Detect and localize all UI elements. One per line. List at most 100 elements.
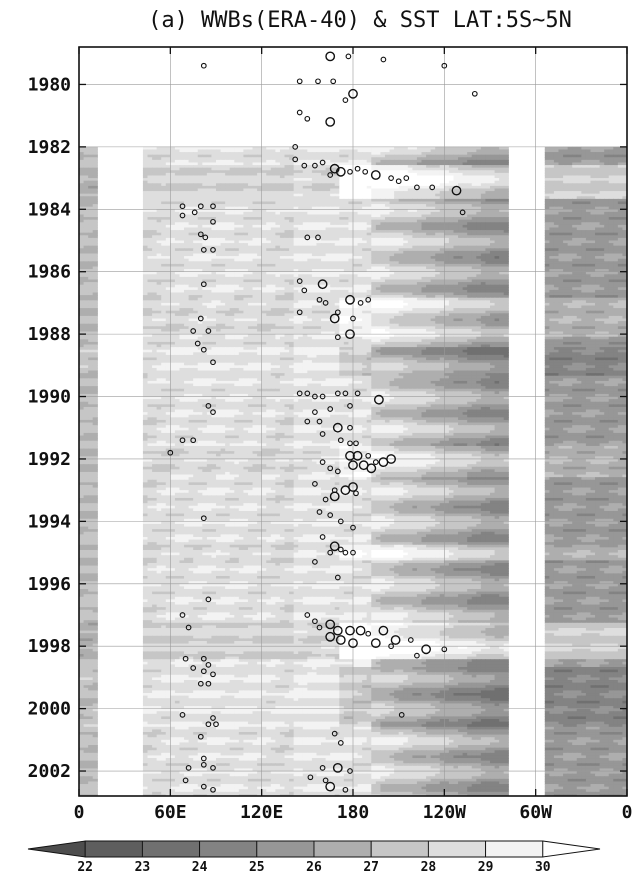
sst-cell [270,204,276,208]
sst-cell [389,198,395,203]
sst-cell [92,149,98,153]
sst-cell [467,154,473,158]
sst-cell [362,204,368,208]
sst-cell [152,159,158,164]
sst-cell [279,217,286,221]
sst-cell [193,196,199,200]
sst-cell [485,165,491,169]
sst-cell [165,211,171,216]
sst-cell [503,193,509,197]
sst-cell [585,180,592,184]
sst-cell [398,167,404,171]
sst-cell [389,191,395,195]
sst-cell [476,157,482,161]
sst-cell [403,198,409,203]
sst-cell [576,162,582,166]
sst-cell [298,219,304,223]
sst-cell [330,185,336,190]
sst-cell [471,170,477,174]
sst-cell [412,165,418,169]
sst-cell [174,167,181,171]
sst-cell [252,235,258,239]
sst-cell [353,175,359,179]
sst-cell [289,198,295,203]
sst-cell [92,232,98,236]
sst-cell [462,209,468,213]
sst-cell [617,196,624,200]
sst-cell [403,180,409,184]
sst-cell [371,230,377,234]
sst-cell [421,193,427,197]
sst-cell [581,175,587,179]
sst-cell [270,183,276,187]
sst-cell [257,157,263,161]
sst-cell [563,230,569,234]
sst-cell [585,211,592,216]
sst-cell [485,193,491,197]
sst-cell [147,235,153,239]
sst-cell [220,159,226,164]
sst-cell [184,152,190,156]
sst-cell [307,162,313,166]
sst-cell [88,175,94,179]
sst-cell [257,214,263,218]
sst-cell [617,219,624,223]
sst-cell [416,222,423,226]
sst-cell [275,183,281,187]
sst-cell [289,204,295,208]
sst-cell [430,188,436,192]
sst-cell [362,232,368,236]
sst-cell [485,180,491,184]
sst-cell [380,209,386,213]
sst-cell [490,232,496,236]
sst-cell [407,152,413,156]
sst-cell [394,217,400,221]
sst-cell [595,180,601,184]
sst-cell [311,206,318,210]
sst-cell [92,201,98,205]
sst-cell [216,214,222,218]
sst-cell [321,196,327,200]
sst-cell [503,159,509,164]
sst-cell [225,230,231,234]
sst-cell [316,165,322,169]
sst-cell [595,201,601,205]
sst-cell [156,159,162,164]
sst-cell [471,185,477,190]
sst-cell [216,235,222,239]
sst-cell [229,214,235,218]
sst-cell [416,165,423,169]
sst-cell [229,227,235,231]
sst-cell [622,209,627,213]
sst-cell [439,198,445,203]
sst-cell [599,157,605,161]
sst-cell [412,224,418,229]
sst-cell [380,204,386,208]
sst-cell [202,209,208,213]
sst-cell [193,198,199,203]
sst-cell [471,198,477,203]
sst-cell [384,219,391,223]
sst-cell [480,154,487,158]
sst-cell [412,167,418,171]
sst-cell [380,154,386,158]
sst-cell [430,146,436,151]
sst-cell [261,193,267,197]
sst-cell [553,165,560,169]
sst-cell [229,170,235,174]
sst-cell [576,165,582,169]
sst-cell [366,224,372,229]
sst-cell [403,154,409,158]
sst-cell [88,154,94,158]
sst-cell [544,224,550,229]
sst-cell [170,219,176,223]
sst-cell [366,146,372,151]
sst-cell [353,154,359,158]
sst-cell [211,146,217,151]
sst-cell [599,149,605,153]
sst-cell [211,154,217,158]
sst-cell [188,170,194,174]
sst-cell [490,193,496,197]
sst-cell [216,159,222,164]
sst-cell [321,204,327,208]
